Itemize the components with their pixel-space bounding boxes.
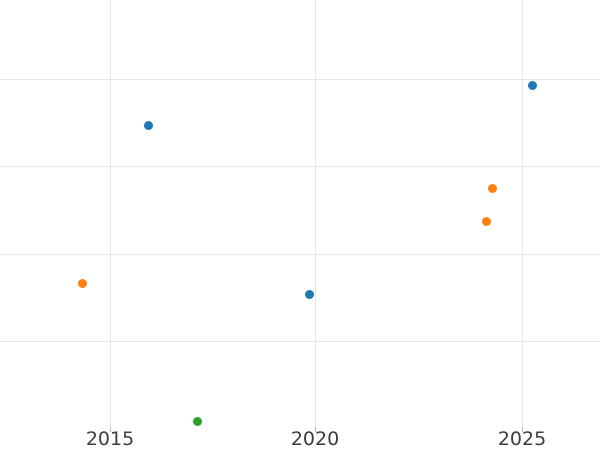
scatter-point-blue [304,289,314,299]
x-tick-label: 2015 [85,428,135,450]
gridline-horizontal [0,79,600,80]
x-tick-label: 2020 [290,428,340,450]
gridline-vertical [315,0,316,427]
scatter-point-orange [481,216,491,226]
gridline-horizontal [0,254,600,255]
x-tick-mark [110,427,111,432]
scatter-point-green [192,416,202,426]
gridline-vertical [522,0,523,427]
gridline-horizontal [0,166,600,167]
x-tick-label: 2025 [497,428,547,450]
scatter-point-orange [487,183,497,193]
gridline-horizontal [0,341,600,342]
x-tick-mark [315,427,316,432]
scatter-point-blue [527,80,537,90]
scatter-point-orange [77,278,87,288]
gridline-vertical [110,0,111,427]
scatter-point-blue [143,120,153,130]
x-tick-mark [522,427,523,432]
